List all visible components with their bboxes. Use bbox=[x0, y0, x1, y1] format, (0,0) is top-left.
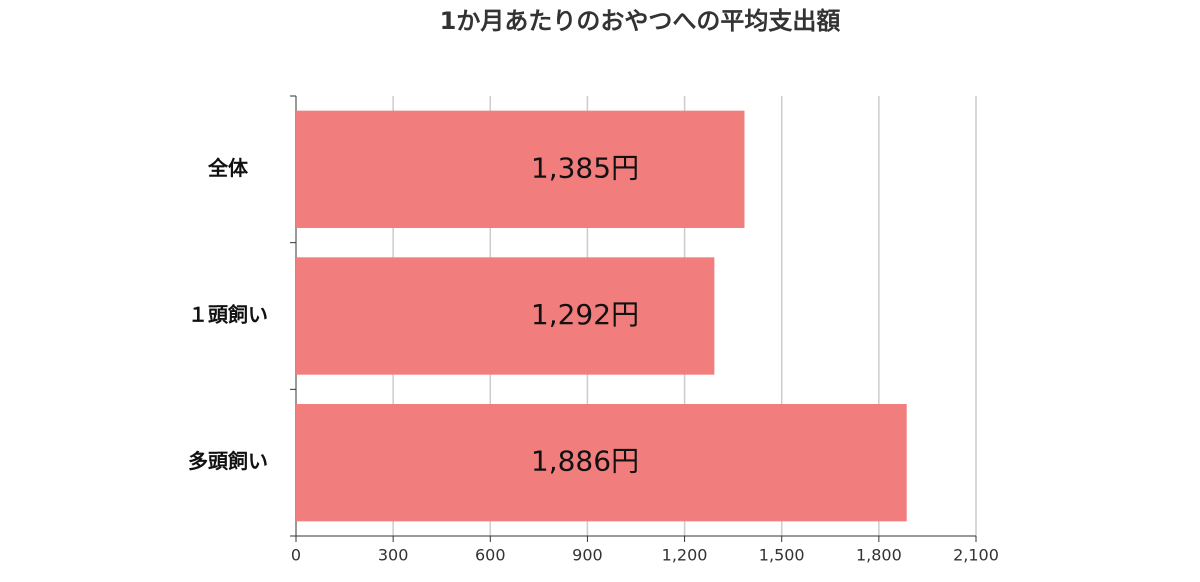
x-tick-label: 1,800 bbox=[856, 546, 902, 565]
x-tick-label: 1,500 bbox=[759, 546, 805, 565]
bar bbox=[296, 404, 907, 522]
y-tick-label: 多頭飼い bbox=[188, 449, 268, 473]
x-tick-label: 600 bbox=[475, 546, 506, 565]
x-tick-label: 300 bbox=[378, 546, 409, 565]
x-tick-label: 900 bbox=[572, 546, 603, 565]
x-tick-label: 0 bbox=[291, 546, 301, 565]
y-tick-label: 全体 bbox=[207, 156, 249, 180]
value-label: 1,292円 bbox=[531, 298, 639, 331]
bar bbox=[296, 257, 715, 375]
value-label: 1,385円 bbox=[531, 151, 639, 184]
y-tick-label: １頭飼い bbox=[188, 303, 268, 327]
chart-title: 1か月あたりのおやつへの平均支出額 bbox=[440, 7, 841, 35]
x-tick-label: 1,200 bbox=[662, 546, 708, 565]
value-label: 1,886円 bbox=[531, 445, 639, 478]
x-tick-label: 2,100 bbox=[953, 546, 999, 565]
bar bbox=[296, 110, 745, 228]
